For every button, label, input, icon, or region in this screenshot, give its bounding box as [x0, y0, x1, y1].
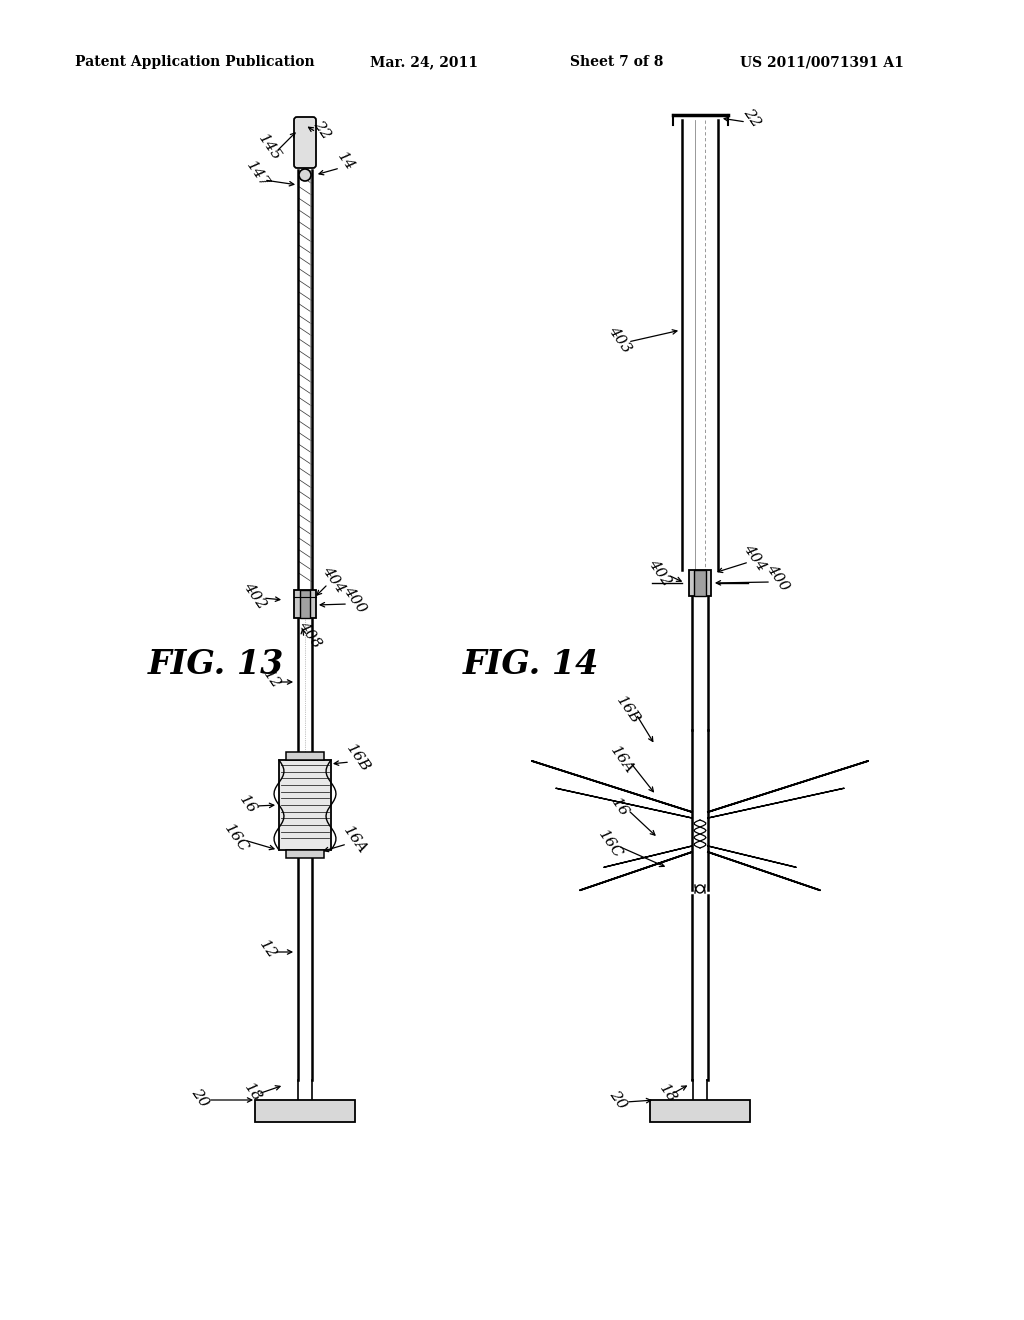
Text: Mar. 24, 2011: Mar. 24, 2011	[370, 55, 478, 69]
Text: FIG. 14: FIG. 14	[463, 648, 599, 681]
Bar	[300, 590, 310, 618]
Text: 400: 400	[764, 562, 793, 594]
Text: 404: 404	[741, 543, 769, 574]
Bar	[286, 752, 324, 760]
Text: 402: 402	[241, 579, 269, 612]
Bar	[294, 590, 316, 618]
Bar	[694, 570, 706, 597]
Text: 16B: 16B	[343, 742, 373, 775]
Text: 404: 404	[319, 564, 348, 597]
Text: 402: 402	[646, 557, 674, 589]
Text: 22: 22	[310, 117, 334, 143]
Text: 400: 400	[341, 583, 369, 616]
Text: 403: 403	[606, 323, 634, 356]
Text: 145: 145	[256, 132, 284, 164]
Text: 22: 22	[740, 106, 763, 129]
Text: 16: 16	[608, 796, 632, 820]
Text: 12: 12	[261, 668, 284, 692]
Text: 20: 20	[188, 1086, 211, 1110]
Bar	[286, 850, 324, 858]
Text: 16C: 16C	[595, 828, 625, 861]
Text: 16C: 16C	[221, 821, 251, 855]
Text: 408: 408	[296, 619, 325, 651]
Text: 20: 20	[606, 1088, 630, 1111]
Text: 147: 147	[244, 158, 272, 191]
Text: 16A: 16A	[607, 743, 637, 776]
Text: FIG. 13: FIG. 13	[148, 648, 285, 681]
Text: Patent Application Publication: Patent Application Publication	[75, 55, 314, 69]
Text: 16B: 16B	[613, 693, 642, 726]
Text: 12: 12	[257, 939, 280, 962]
Text: 16A: 16A	[341, 824, 370, 857]
FancyBboxPatch shape	[294, 117, 316, 168]
Text: Sheet 7 of 8: Sheet 7 of 8	[570, 55, 664, 69]
Bar	[689, 570, 711, 597]
Ellipse shape	[299, 169, 311, 181]
Bar	[279, 760, 331, 850]
Text: 18: 18	[242, 1081, 264, 1105]
Text: 16: 16	[237, 793, 259, 817]
Text: 14: 14	[335, 150, 357, 174]
Text: 18: 18	[656, 1082, 679, 1106]
Bar	[650, 1100, 750, 1122]
Text: US 2011/0071391 A1: US 2011/0071391 A1	[740, 55, 904, 69]
Bar	[255, 1100, 355, 1122]
